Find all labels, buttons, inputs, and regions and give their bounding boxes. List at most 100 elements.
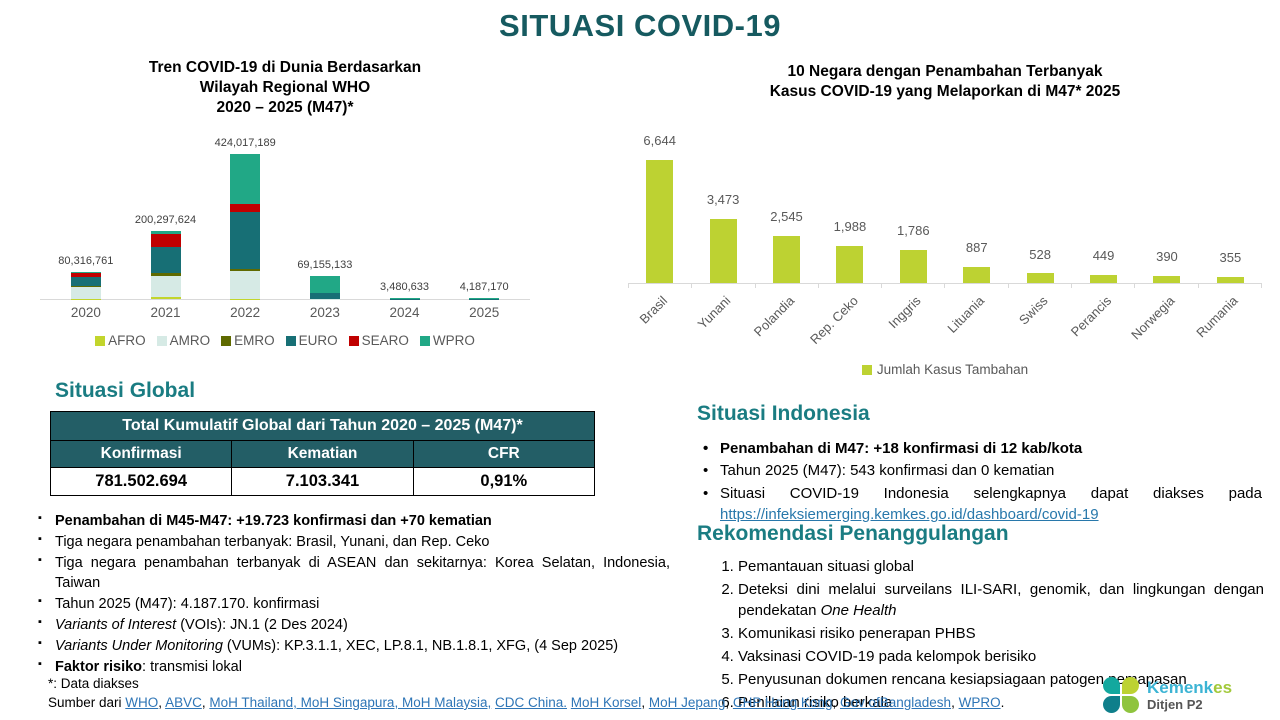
link[interactable]: WPRO xyxy=(958,694,1001,710)
global-bullet-item: Penambahan di M45-M47: +19.723 konfirmas… xyxy=(33,511,670,531)
link[interactable]: ABVC xyxy=(165,694,202,710)
text-segment: , xyxy=(832,694,840,710)
x-tick-label: Polandia xyxy=(750,293,798,340)
legend-item-WPRO: WPRO xyxy=(419,333,475,348)
bar-Rep. Ceko xyxy=(836,246,864,284)
link[interactable]: https://infeksiemerging.kemkes.go.id/das… xyxy=(720,505,1099,523)
who-trend-legend: AFRO AMRO EMRO EURO SEARO WPRO xyxy=(40,333,530,348)
recommendations-list: Pemantauan situasi global Deteksi dini me… xyxy=(712,556,1264,715)
link[interactable]: MoH Thailand, MoH Singapura, MoH Malaysi… xyxy=(209,694,492,710)
recommendation-item: Penilaian risiko berkala xyxy=(738,692,1264,713)
x-tick-cell: Rep. Ceko xyxy=(806,288,881,362)
bar-value-label: 2,545 xyxy=(770,209,803,225)
value-kematian: 7.103.341 xyxy=(231,467,414,496)
bar-total-label: 200,297,624 xyxy=(134,214,197,227)
bar-segment-EURO xyxy=(309,292,340,299)
text-segment: Penambahan di M45-M47: +19.723 konfirmas… xyxy=(55,513,492,529)
link[interactable]: MoH Jepang xyxy=(648,694,726,710)
value-konfirmasi: 781.502.694 xyxy=(49,467,233,496)
logo-petal xyxy=(1103,696,1120,713)
x-tick-cell: Swiss xyxy=(1008,288,1071,362)
x-tick-label: Swiss xyxy=(1016,293,1051,328)
column-header-kematian: Kematian xyxy=(231,440,414,468)
recommendation-item: Pemantauan situasi global xyxy=(738,556,1264,577)
text-segment: . xyxy=(1000,694,1005,710)
legend-swatch xyxy=(221,335,232,346)
logo-petal xyxy=(1122,696,1139,713)
bar-segment-WPRO xyxy=(469,298,500,299)
bar-group-2023: 69,155,133 xyxy=(285,134,365,300)
who-trend-x-axis: 2020 2021 2022 2023 2024 2025 xyxy=(40,305,530,320)
bar-segment-AFRO xyxy=(70,298,101,300)
bar-group-Perancis: 449 xyxy=(1072,112,1135,284)
recommendation-item: Komunikasi risiko penerapan PHBS xyxy=(738,623,1264,644)
link[interactable]: MoH Korsel xyxy=(570,694,642,710)
recommendation-item: Vaksinasi COVID-19 pada kelompok berisik… xyxy=(738,646,1264,667)
bar-value-label: 528 xyxy=(1029,246,1051,262)
link[interactable]: CDC China. xyxy=(494,694,568,710)
axis-tick xyxy=(819,284,883,289)
text-segment: Tiga negara penambahan terbanyak di ASEA… xyxy=(55,555,670,591)
text-segment: , xyxy=(641,694,649,710)
sources-line: Sumber dari WHO, ABVC, MoH Thailand, MoH… xyxy=(48,694,1004,713)
bar-value-label: 449 xyxy=(1092,247,1115,263)
x-tick-label: 2023 xyxy=(309,305,340,321)
legend-item-SEARO: SEARO xyxy=(348,333,409,349)
legend-item-EURO: EURO xyxy=(285,333,338,348)
text-segment: Faktor risiko xyxy=(55,659,143,675)
axis-tick xyxy=(1135,284,1199,289)
logo-subtitle: Ditjen P2 xyxy=(1147,696,1203,712)
indonesia-bullet-list: Penambahan di M47: +18 konfirmasi di 12 … xyxy=(700,438,1262,526)
bar-segment-AMRO xyxy=(150,275,181,298)
bar-segment-AFRO xyxy=(150,297,181,300)
legend-label: SEARO xyxy=(361,333,409,349)
stacked-bar-2024 xyxy=(389,298,420,300)
text-segment: (VUMs): KP.3.1.1, XEC, LP.8.1, NB.1.8.1,… xyxy=(222,638,619,654)
text-segment: One Health xyxy=(820,602,897,619)
global-bullet-item: Tiga negara penambahan terbanyak: Brasil… xyxy=(33,532,670,552)
bar-group-2022: 424,017,189 xyxy=(205,134,285,300)
legend-label: AFRO xyxy=(108,333,146,349)
x-tick-cell: Lituania xyxy=(945,288,1008,362)
link[interactable]: Gov ofBangladesh xyxy=(839,694,952,710)
bar-group-Brasil: 6,644 xyxy=(628,112,691,284)
column-header-konfirmasi: Konfirmasi xyxy=(49,440,233,468)
bar-segment-EMRO xyxy=(70,285,101,288)
link[interactable]: WHO xyxy=(125,694,159,710)
top-countries-chart-title: 10 Negara dengan Penambahan Terbanyak Ka… xyxy=(769,63,1121,101)
bar-group-2021: 200,297,624 xyxy=(126,134,206,300)
text-segment: , xyxy=(201,694,210,710)
legend-swatch xyxy=(419,335,430,346)
indonesia-bullet-item: Tahun 2025 (M47): 543 konfirmasi dan 0 k… xyxy=(700,460,1262,482)
x-tick-label: Inggris xyxy=(885,293,924,332)
legend-label: EMRO xyxy=(234,333,275,349)
bar-segment-EMRO xyxy=(150,273,181,276)
bar-group-Yunani: 3,473 xyxy=(691,112,754,284)
x-tick-label: Lituania xyxy=(944,293,988,337)
bar-segment-SEARO xyxy=(230,203,261,212)
stacked-bar-2025 xyxy=(469,298,500,300)
legend-swatch xyxy=(348,335,359,346)
text-segment: Situasi COVID-19 Indonesia selengkapnya … xyxy=(720,484,1262,502)
who-trend-chart: Tren COVID-19 di Dunia Berdasarkan Wilay… xyxy=(40,58,530,348)
x-tick-cell: Rumania xyxy=(1194,288,1262,362)
link[interactable]: CHP Hong Kong xyxy=(732,694,833,710)
axis-tick xyxy=(1199,284,1262,289)
bar-Polandia xyxy=(773,236,801,284)
bar-segment-WPRO xyxy=(230,154,261,204)
logo-petal xyxy=(1122,677,1139,694)
bar-segment-EURO xyxy=(469,298,500,300)
global-cumulative-table: Total Kumulatif Global dari Tahun 2020 –… xyxy=(49,411,596,496)
bar-segment-AMRO xyxy=(230,270,261,299)
text-segment: (VOIs): JN.1 (2 Des 2024) xyxy=(176,617,348,633)
section-heading-indonesia: Situasi Indonesia xyxy=(697,402,870,425)
bar-group-2024: 3,480,633 xyxy=(365,134,445,300)
who-trend-chart-title: Tren COVID-19 di Dunia Berdasarkan Wilay… xyxy=(148,59,422,117)
bar-total-label: 4,187,170 xyxy=(459,281,509,293)
text-segment: Tahun 2025 (M47): 543 konfirmasi dan 0 k… xyxy=(720,462,1055,480)
text-segment: , xyxy=(951,694,959,710)
x-tick-label: Norwegia xyxy=(1128,293,1178,343)
text-segment: : transmisi lokal xyxy=(142,659,242,675)
bar-value-label: 1,786 xyxy=(897,223,930,239)
bar-Brasil xyxy=(646,160,674,284)
